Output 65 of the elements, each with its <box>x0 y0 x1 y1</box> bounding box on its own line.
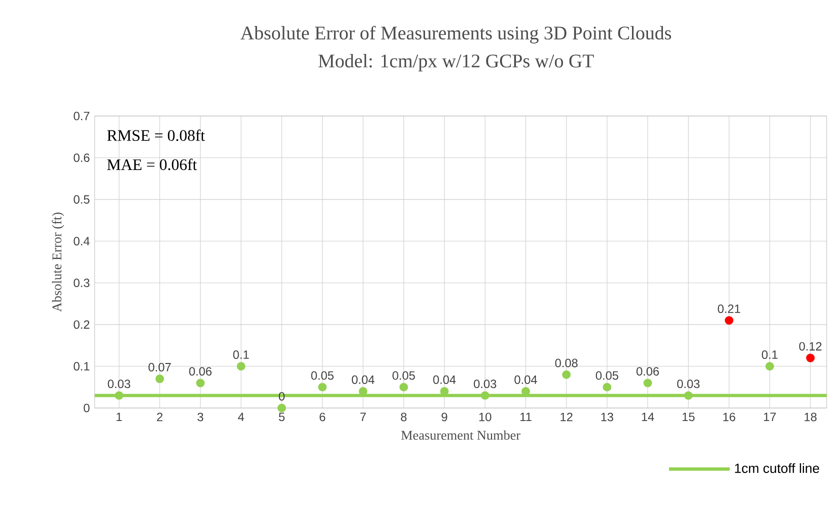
point <box>236 362 246 371</box>
point <box>277 404 286 412</box>
x-tick-label: 9 <box>442 412 448 422</box>
x-tick-label: 10 <box>479 412 492 422</box>
y-tick-label: 0.4 <box>74 236 90 246</box>
y-axis-title: Absolute Error (ft) <box>52 212 64 312</box>
y-tick-label: 0.2 <box>74 320 90 329</box>
point <box>684 391 693 400</box>
y-tick-label: 0.5 <box>74 195 90 204</box>
legend-label: 1cm cutoff line <box>735 463 820 474</box>
x-tick-label: 2 <box>157 412 162 422</box>
point <box>806 354 815 362</box>
point <box>724 316 734 325</box>
x-tick-label: 8 <box>400 412 407 422</box>
x-tick-label: 5 <box>278 412 285 422</box>
chart-title: Absolute Error of Measurements using 3D Point Clouds <box>240 26 672 44</box>
data-label: 0.21 <box>718 304 740 314</box>
data-label: 0.06 <box>189 367 212 376</box>
y-tick-label: 0.6 <box>74 153 90 162</box>
data-label: 0.04 <box>433 375 456 384</box>
y-tick-label: 0.3 <box>74 278 90 288</box>
data-label: 0.04 <box>352 375 374 384</box>
data-label: 0.08 <box>555 358 578 368</box>
annotation: RMSE = 0.08ft <box>107 129 205 141</box>
chart-subtitle: Model: 1cm/px w/12 GCPs w/o GT <box>318 54 594 72</box>
data-label: 0.05 <box>392 371 415 380</box>
x-tick-label: 6 <box>320 412 326 422</box>
point <box>196 378 205 388</box>
x-tick-label: 7 <box>360 412 366 421</box>
x-tick-label: 4 <box>238 412 244 421</box>
y-tick-label: 0 <box>84 404 90 412</box>
x-tick-label: 3 <box>198 412 204 422</box>
data-label: 0.07 <box>148 362 171 372</box>
point <box>562 370 571 379</box>
x-tick-label: 12 <box>560 412 572 422</box>
y-tick-label: 0.1 <box>74 362 90 371</box>
data-label: 0.12 <box>799 342 822 351</box>
annotation: MAE = 0.06ft <box>107 158 197 170</box>
point <box>114 391 124 400</box>
data-label: 0.06 <box>636 367 659 376</box>
x-tick-label: 11 <box>520 412 532 421</box>
x-tick-label: 16 <box>723 412 736 422</box>
x-tick-label: 1 <box>116 412 122 421</box>
point <box>399 382 408 392</box>
data-label: 0.1 <box>233 350 249 359</box>
x-tick-label: 18 <box>804 412 817 422</box>
x-tick-label: 17 <box>764 412 776 421</box>
x-tick-label: 13 <box>601 412 614 422</box>
data-label: 0.03 <box>474 380 496 388</box>
data-label: 0.03 <box>108 380 130 388</box>
data-label: 0.05 <box>311 371 334 380</box>
data-label: 0.03 <box>677 380 700 388</box>
point <box>602 382 612 392</box>
y-tick-label: 0.7 <box>74 112 90 120</box>
point <box>480 391 490 400</box>
point <box>765 362 774 371</box>
x-tick-label: 14 <box>642 412 654 421</box>
data-label: 0.05 <box>596 371 618 380</box>
data-label: 0.04 <box>514 375 538 384</box>
x-tick-label: 15 <box>682 412 695 422</box>
x-axis-title: Measurement Number <box>401 430 520 440</box>
point <box>155 374 164 384</box>
data-label: 0.1 <box>762 350 778 359</box>
point <box>643 378 652 388</box>
point <box>318 382 327 392</box>
